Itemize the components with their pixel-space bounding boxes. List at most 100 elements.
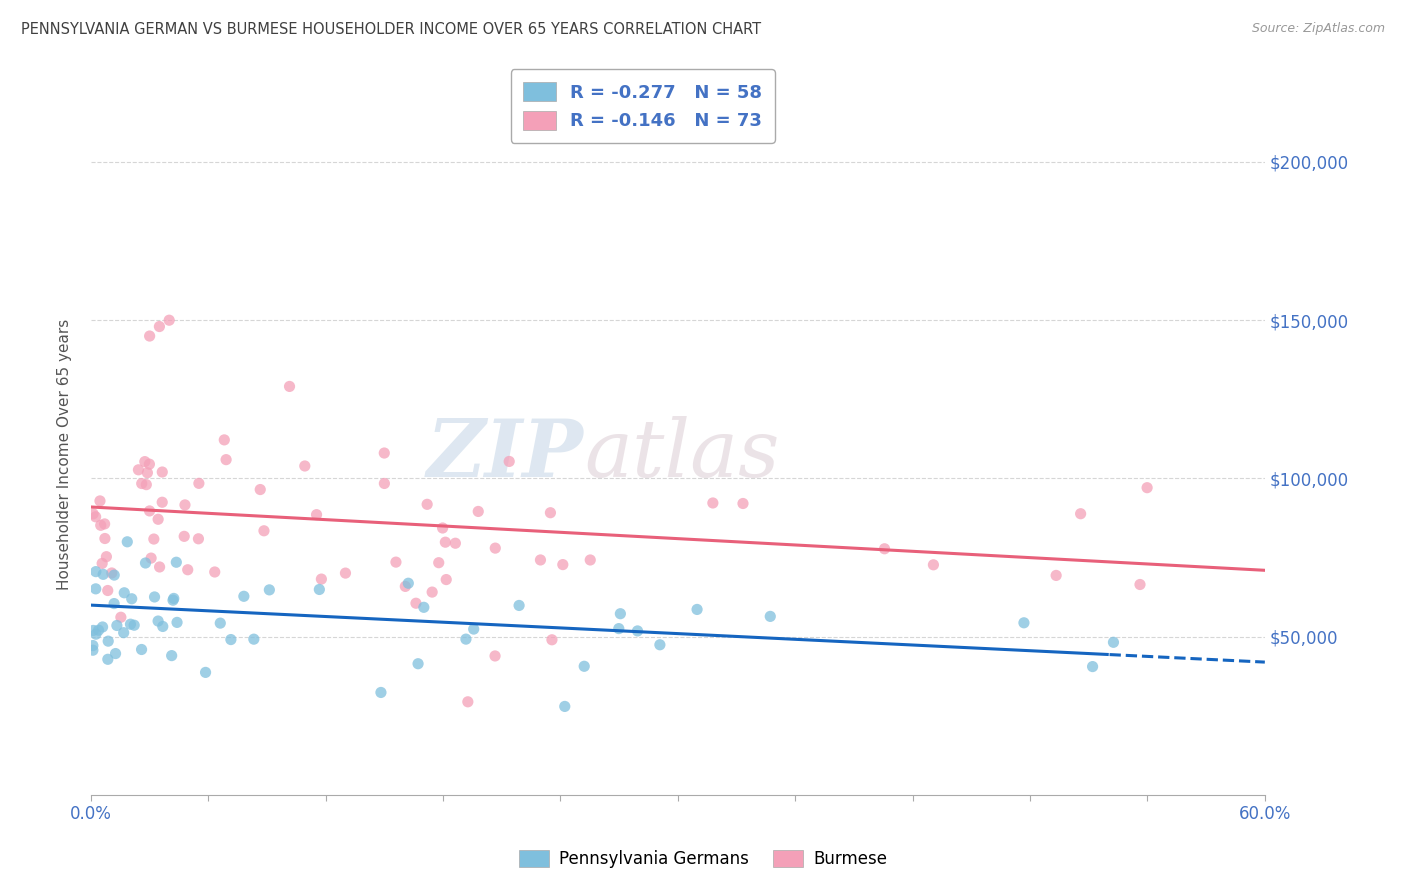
Point [138,504,160,518]
Point [396,576,419,591]
Point [139,551,162,566]
Point [607,622,630,636]
Point [160,648,183,663]
Point [702,496,724,510]
Point [146,512,169,526]
Point [97,583,120,598]
Point [117,534,139,549]
Point [93,516,115,531]
Point [922,558,945,572]
Point [463,622,485,636]
Point [136,466,159,480]
Point [148,319,170,334]
Point [420,585,443,599]
Legend: R = -0.277   N = 58, R = -0.146   N = 73: R = -0.277 N = 58, R = -0.146 N = 73 [510,69,775,143]
Point [105,618,128,632]
Point [91,620,114,634]
Point [97,634,120,648]
Point [278,379,301,393]
Point [146,614,169,628]
Point [87,624,110,638]
Point [214,433,236,447]
Legend: Pennsylvania Germans, Burmese: Pennsylvania Germans, Burmese [512,843,894,875]
Point [142,532,165,546]
Point [444,536,467,550]
Point [121,591,143,606]
Point [1045,568,1067,582]
Point [138,329,160,343]
Point [454,632,477,647]
Point [434,535,457,549]
Point [405,596,427,610]
Point [467,504,489,518]
Point [215,452,238,467]
Point [416,497,439,511]
Point [541,632,564,647]
Point [84,509,107,524]
Point [1129,577,1152,591]
Point [127,463,149,477]
Point [150,495,173,509]
Point [1081,659,1104,673]
Point [574,659,596,673]
Point [91,567,114,582]
Point [204,565,226,579]
Point [457,695,479,709]
Point [96,549,118,564]
Point [149,560,172,574]
Text: Source: ZipAtlas.com: Source: ZipAtlas.com [1251,22,1385,36]
Point [259,582,281,597]
Point [143,590,166,604]
Point [232,589,254,603]
Point [122,618,145,632]
Point [187,532,209,546]
Point [626,624,648,638]
Point [82,643,104,657]
Point [253,524,276,538]
Point [82,639,104,653]
Point [82,624,104,638]
Point [484,541,506,555]
Point [163,591,186,606]
Point [308,582,330,597]
Point [135,477,157,491]
Point [131,642,153,657]
Point [508,599,530,613]
Point [1070,507,1092,521]
Point [84,565,107,579]
Point [412,600,434,615]
Text: PENNSYLVANIA GERMAN VS BURMESE HOUSEHOLDER INCOME OVER 65 YEARS CORRELATION CHAR: PENNSYLVANIA GERMAN VS BURMESE HOUSEHOLD… [21,22,761,37]
Point [194,665,217,680]
Point [551,558,574,572]
Point [427,556,450,570]
Point [94,532,117,546]
Point [249,483,271,497]
Point [294,458,316,473]
Point [759,609,782,624]
Point [84,582,107,596]
Point [1102,635,1125,649]
Point [529,553,551,567]
Point [406,657,429,671]
Point [103,597,125,611]
Point [609,607,631,621]
Point [335,566,357,580]
Point [498,454,520,468]
Point [373,476,395,491]
Point [873,541,896,556]
Text: ZIP: ZIP [427,416,583,493]
Point [134,455,156,469]
Point [100,566,122,580]
Point [648,638,671,652]
Point [305,508,328,522]
Point [579,553,602,567]
Point [174,498,197,512]
Y-axis label: Householder Income Over 65 years: Householder Income Over 65 years [58,319,72,591]
Point [209,616,232,631]
Point [165,555,187,569]
Point [112,586,135,600]
Point [89,494,111,508]
Point [219,632,242,647]
Point [173,529,195,543]
Point [311,572,333,586]
